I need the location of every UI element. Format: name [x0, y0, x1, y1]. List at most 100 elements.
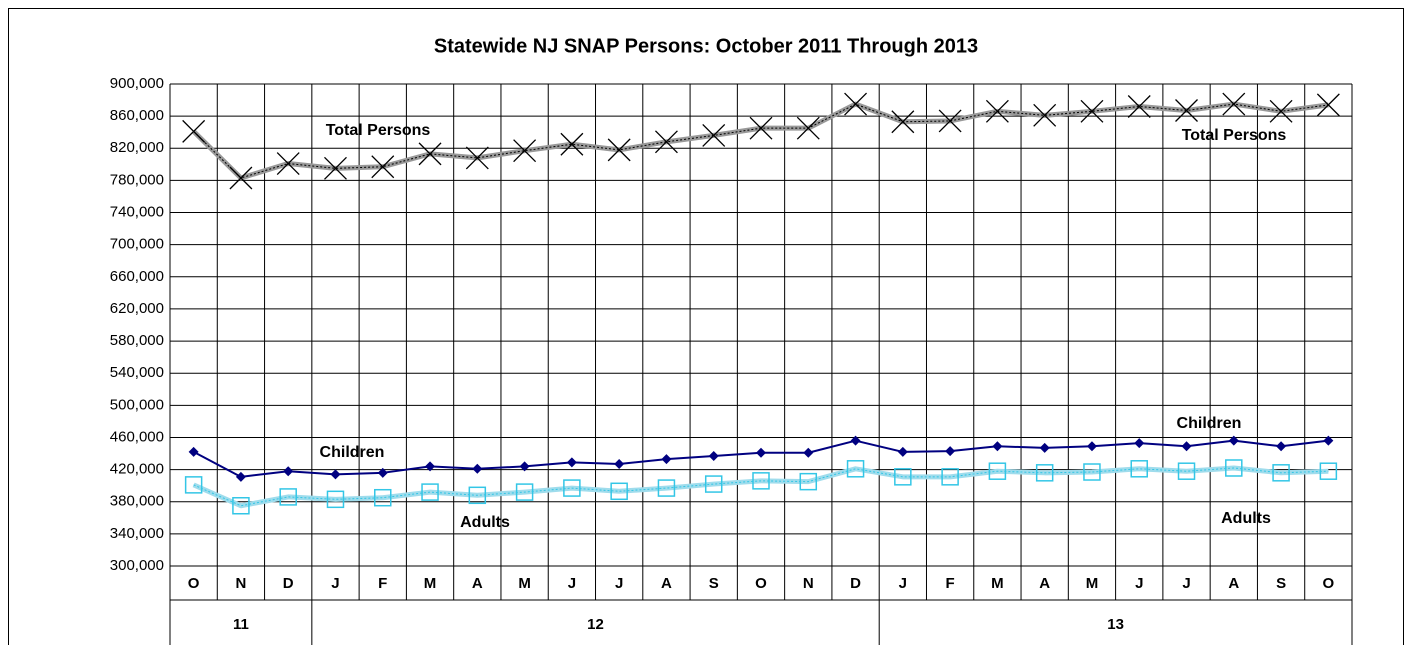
x-tick-label: J — [899, 575, 907, 592]
x-tick-label: M — [991, 575, 1004, 592]
marker — [1086, 441, 1097, 452]
y-tick-label: 660,000 — [110, 268, 164, 285]
annotation: Total Persons — [1182, 127, 1287, 144]
marker — [702, 123, 726, 147]
x-tick-label: J — [1182, 575, 1190, 592]
marker — [1228, 435, 1239, 446]
annotation: Children — [320, 444, 385, 461]
marker — [607, 138, 631, 162]
marker — [1177, 462, 1196, 480]
series-line-hatch — [193, 467, 1329, 507]
marker — [796, 116, 820, 140]
annotation: Adults — [1221, 510, 1271, 527]
x-tick-label: J — [1135, 575, 1143, 592]
x-tick-label: M — [518, 575, 531, 592]
marker — [465, 146, 489, 170]
marker — [566, 457, 577, 468]
marker — [324, 156, 347, 180]
marker — [610, 482, 628, 501]
chart-border — [8, 8, 1404, 645]
marker — [182, 119, 206, 143]
x-tick-label: A — [661, 575, 672, 592]
y-tick-label: 380,000 — [110, 493, 164, 510]
marker — [894, 468, 912, 486]
marker — [756, 447, 766, 458]
marker — [1316, 93, 1340, 117]
marker — [1039, 442, 1050, 453]
x-group-label: 13 — [1107, 616, 1124, 633]
marker — [1035, 464, 1054, 482]
x-tick-label: M — [1086, 575, 1099, 592]
marker — [326, 490, 345, 509]
marker — [704, 475, 723, 493]
annotation: Children — [1177, 415, 1242, 432]
marker — [232, 497, 250, 515]
marker — [1323, 435, 1334, 446]
marker — [654, 130, 678, 154]
x-tick-label: S — [709, 575, 719, 592]
marker — [1175, 99, 1198, 122]
marker — [371, 155, 395, 179]
marker — [374, 488, 392, 507]
marker — [661, 454, 672, 465]
marker — [560, 132, 584, 156]
x-tick-label: F — [378, 575, 387, 592]
marker — [850, 435, 861, 446]
x-tick-label: O — [1323, 575, 1335, 592]
marker — [472, 463, 483, 474]
marker — [749, 116, 773, 140]
marker — [945, 446, 956, 457]
marker — [513, 139, 537, 163]
marker — [844, 92, 868, 116]
x-tick-label: F — [946, 575, 955, 592]
x-tick-label: J — [615, 575, 623, 592]
marker — [1319, 462, 1338, 480]
marker — [891, 110, 915, 134]
y-tick-label: 340,000 — [110, 525, 164, 542]
marker — [803, 447, 814, 458]
y-tick-label: 460,000 — [110, 428, 164, 445]
marker — [657, 479, 676, 497]
marker — [985, 99, 1009, 123]
y-tick-label: 740,000 — [110, 204, 164, 221]
marker — [992, 441, 1003, 452]
marker — [846, 460, 865, 478]
x-tick-label: S — [1276, 575, 1286, 592]
x-tick-label: A — [1039, 575, 1050, 592]
marker — [421, 483, 439, 501]
marker — [988, 462, 1007, 480]
annotation: Total Persons — [326, 122, 431, 139]
x-tick-label: N — [803, 575, 814, 592]
y-tick-label: 620,000 — [110, 300, 164, 317]
annotation: Adults — [460, 514, 510, 531]
x-tick-label: O — [755, 575, 767, 592]
x-tick-label: J — [568, 575, 576, 592]
marker — [1269, 99, 1293, 123]
marker — [1181, 441, 1192, 452]
marker — [188, 446, 199, 457]
marker — [1033, 103, 1057, 127]
x-tick-label: M — [424, 575, 437, 592]
y-tick-label: 780,000 — [110, 171, 164, 188]
marker — [1080, 99, 1104, 123]
x-group-label: 11 — [233, 616, 249, 633]
y-tick-label: 580,000 — [110, 332, 164, 349]
marker — [708, 450, 719, 461]
marker — [1272, 464, 1290, 482]
y-tick-label: 300,000 — [110, 557, 164, 574]
marker — [377, 467, 388, 478]
marker — [1276, 441, 1287, 452]
marker — [1083, 463, 1101, 481]
marker — [515, 483, 534, 501]
marker — [752, 472, 770, 490]
marker — [1222, 92, 1246, 116]
marker — [330, 469, 341, 480]
chart-title: Statewide NJ SNAP Persons: October 2011 … — [434, 35, 978, 57]
y-tick-label: 900,000 — [110, 75, 164, 92]
marker — [799, 472, 818, 491]
marker — [418, 142, 442, 166]
x-tick-label: A — [472, 575, 483, 592]
marker — [938, 109, 962, 133]
x-group-label: 12 — [587, 616, 604, 633]
marker — [279, 488, 297, 506]
